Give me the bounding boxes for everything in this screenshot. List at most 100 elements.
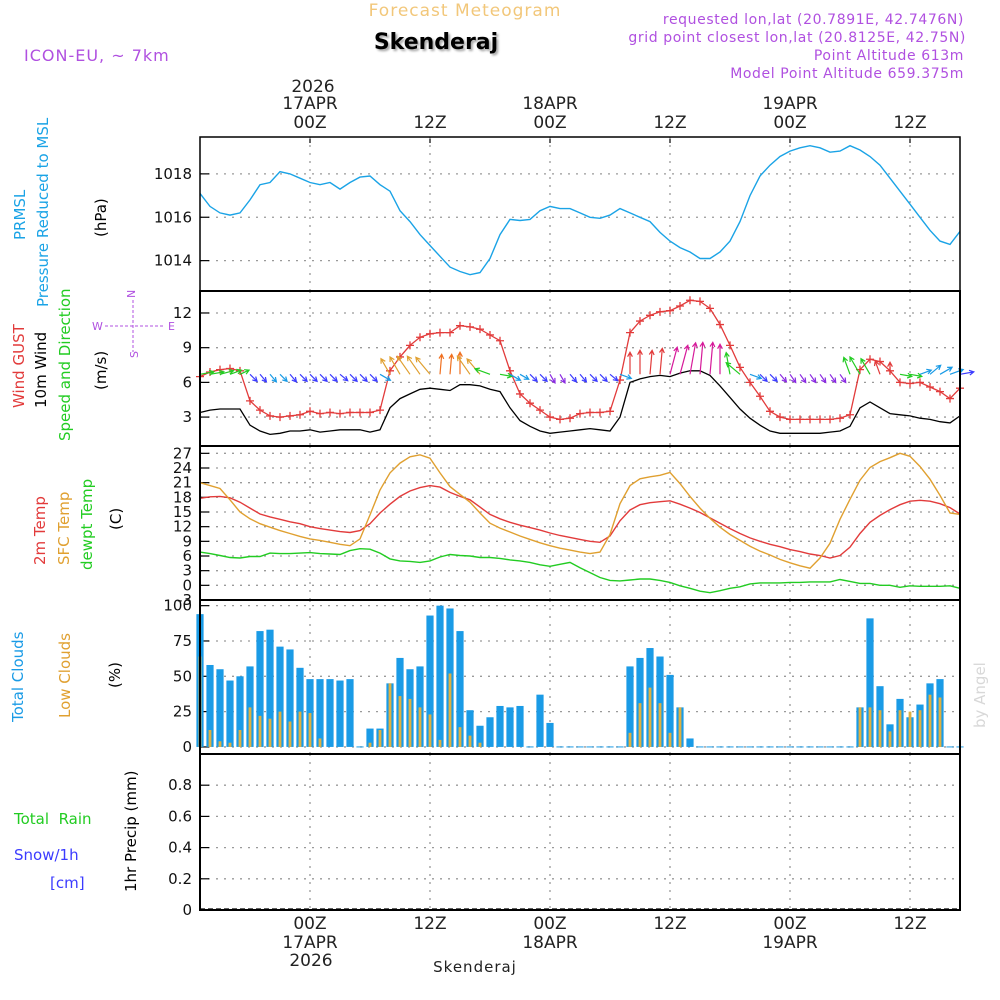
bottom-hour-label: 00Z (773, 914, 806, 934)
ytick-label: 24 (173, 459, 192, 477)
low-clouds-bar (628, 732, 632, 747)
ytick-label: 1014 (154, 252, 192, 270)
credit-watermark: by Angel (971, 662, 989, 728)
low-clouds-bar (368, 742, 372, 747)
gust-marker (796, 415, 804, 424)
wind-direction-arrow (769, 373, 778, 383)
total-clouds-bar (316, 679, 324, 747)
low-clouds-bar (648, 687, 652, 747)
wind-direction-arrow (849, 355, 861, 375)
clouds-unit: (%) (106, 662, 124, 688)
wind-direction-arrow (829, 373, 837, 384)
total-clouds-bar (866, 618, 874, 747)
side-labels: PRMSL Pressure Reduced to MSL (hPa) Wind… (9, 117, 989, 892)
gust-marker (756, 392, 764, 401)
panel-frame (199, 753, 961, 911)
model-altitude: Model Point Altitude 659.375m (730, 66, 964, 82)
ytick-label: 0 (182, 576, 192, 594)
gust-marker (656, 307, 664, 316)
low-clouds-bar (308, 713, 312, 747)
bottom-hour-label: 12Z (653, 914, 686, 934)
low-clouds-bar (298, 711, 302, 747)
wind-direction-arrow (899, 372, 914, 379)
wind-direction-arrow (648, 349, 655, 375)
low-clouds-bar (438, 739, 442, 747)
total-clouds-bar (266, 629, 274, 747)
panel-4: 0 0.2 0.4 0.6 0.8 (168, 753, 961, 919)
gust-marker (586, 408, 594, 417)
top-date-label: 17APR (282, 94, 338, 114)
gust-marker (326, 408, 334, 417)
wind-direction-arrow (939, 366, 954, 375)
bottom-year: 2026 (289, 951, 332, 971)
temp-unit: (C) (107, 508, 125, 530)
wind-direction-arrow (369, 373, 378, 383)
compass-n: N (125, 290, 138, 298)
wind-direction-arrow (779, 373, 788, 383)
wind-direction-arrow (380, 357, 391, 375)
total-clouds-bar (516, 705, 524, 747)
gust-marker (256, 406, 264, 415)
gust-marker (576, 409, 584, 418)
series-line-sfc-temp (199, 452, 961, 569)
total-clouds-bar (546, 722, 554, 747)
ytick-label: 18 (173, 488, 192, 506)
ytick-label: 0.4 (168, 839, 192, 857)
low-clouds-bar (218, 741, 222, 747)
low-clouds-bar (428, 714, 432, 747)
gust-marker (936, 387, 944, 396)
wind-direction-arrow (909, 372, 924, 379)
low-clouds-bar (658, 703, 662, 747)
bottom-hour-label: 12Z (893, 914, 926, 934)
gust-marker (726, 341, 734, 350)
series-line-2m-temp (199, 484, 961, 559)
gust-marker (876, 357, 884, 366)
precip-label: 1hr Precip (mm) (122, 771, 140, 892)
ytick-label: 9 (182, 339, 192, 357)
gust-marker (826, 415, 834, 424)
ytick-label: 0.6 (168, 807, 192, 825)
wind-direction-arrow (549, 373, 556, 384)
ytick-label: 12 (173, 304, 192, 322)
total-clouds-bar (416, 666, 424, 747)
gust-marker (686, 296, 694, 305)
ytick-label: 0 (182, 901, 192, 919)
wind-direction-arrow (509, 373, 522, 381)
gust-marker (946, 394, 954, 403)
total-clouds-bar (246, 666, 254, 747)
wind-direction-arrow (725, 361, 741, 375)
wind-direction-arrow (689, 341, 698, 375)
snow-legend: Snow/1h (14, 846, 79, 864)
wind-direction-arrow (415, 356, 431, 375)
wind-direction-arrow (339, 373, 349, 382)
wind-direction-arrow (396, 355, 411, 375)
gust-marker (786, 415, 794, 424)
ytick-label: -3 (177, 591, 192, 609)
gust-marker (446, 328, 454, 337)
total-clouds-bar (216, 669, 224, 747)
ytick-label: 27 (173, 444, 192, 462)
low-clouds-bar (478, 742, 482, 747)
gust-marker (306, 407, 314, 416)
wind-direction-arrow (873, 359, 881, 375)
low-clouds-bar (858, 707, 862, 747)
ytick-label: 0.8 (168, 776, 192, 794)
panel-0: 1014 1016 1018 (154, 136, 961, 292)
low-clouds-bar (888, 731, 892, 747)
top-hour-label: 12Z (413, 113, 446, 133)
gust-marker (526, 399, 534, 408)
footer-location: Skenderaj (433, 958, 517, 976)
gust-marker (606, 407, 614, 416)
gust-marker (426, 329, 434, 338)
direction-label: Speed and Direction (56, 288, 74, 441)
wind-direction-arrow (699, 341, 706, 375)
total-clouds-bar (276, 646, 284, 747)
wind-unit: (m/s) (92, 351, 110, 390)
wind-direction-arrow (389, 355, 401, 375)
gust-marker (666, 306, 674, 315)
total-clouds-bar (326, 679, 334, 747)
gust-marker (436, 328, 444, 337)
total-clouds-bar (226, 680, 234, 747)
gust-marker (346, 408, 354, 417)
gust-label: Wind GUST (10, 323, 28, 408)
